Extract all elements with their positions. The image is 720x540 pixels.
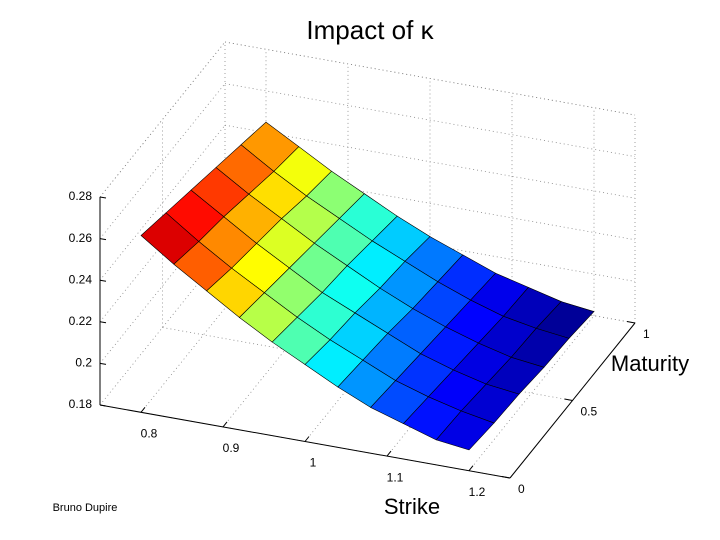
x-tick-label: 1.1	[387, 470, 404, 484]
chart-title: Impact of κ	[306, 15, 434, 45]
grid-line	[224, 83, 636, 157]
y-axis-label: Maturity	[611, 351, 689, 376]
x-tick-label: 0.9	[223, 441, 240, 455]
x-tick	[304, 436, 310, 442]
y-tick-label: 1	[643, 327, 650, 341]
x-axis-label: Strike	[384, 494, 440, 519]
z-tick	[99, 279, 107, 282]
z-tick	[99, 404, 107, 407]
y-tick	[626, 321, 636, 324]
footnote: Bruno Dupire	[53, 502, 118, 514]
z-tick-label: 0.24	[69, 272, 93, 286]
x-tick	[140, 406, 146, 413]
y-tick-label: 0.5	[581, 405, 598, 419]
x-tick-label: 0.8	[141, 426, 158, 440]
z-tick-label: 0.18	[69, 397, 93, 411]
z-tick	[99, 321, 107, 324]
z-tick	[99, 196, 107, 199]
z-tick-label: 0.28	[69, 189, 93, 203]
grid-line	[224, 166, 636, 241]
y-tick-label: 0	[518, 482, 525, 496]
z-tick-label: 0.22	[69, 314, 93, 328]
box-edge	[224, 41, 636, 116]
x-tick-label: 1.2	[469, 485, 486, 499]
z-tick-label: 0.2	[75, 356, 92, 370]
z-tick	[99, 238, 107, 241]
y-tick	[501, 476, 511, 479]
grid-line	[224, 124, 636, 199]
x-tick-label: 1	[310, 456, 317, 470]
x-tick	[386, 450, 392, 457]
x-tick	[468, 465, 474, 472]
z-tick	[99, 362, 107, 365]
y-tick	[564, 398, 573, 401]
x-tick	[222, 421, 228, 428]
surface-facet	[435, 410, 495, 451]
z-tick-label: 0.26	[69, 231, 93, 245]
